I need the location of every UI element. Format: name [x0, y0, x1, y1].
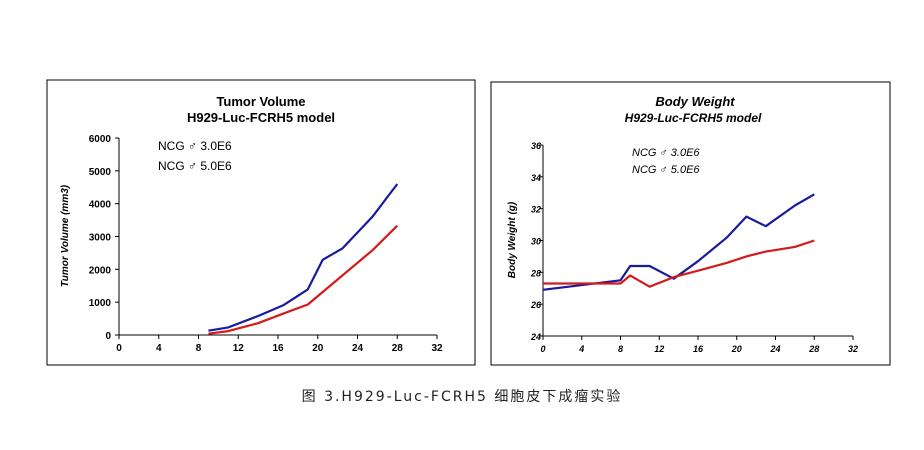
- plot-area: 0 4 8 12 16 20 24 28 32 0 1000 2000 3000 4000 5000 6000: [89, 134, 443, 354]
- legend-entry: NCG ♂ 3.0E6: [632, 147, 700, 159]
- y-tick-label: 28: [530, 268, 541, 278]
- x-tick-label: 28: [808, 344, 819, 354]
- chart-subtitle: H929-Luc-FCRH5 model: [625, 111, 762, 125]
- y-tick-label: 26: [530, 300, 542, 310]
- legend-entry: NCG ♂ 3.0E6: [158, 139, 232, 153]
- legend-entry: NCG ♂ 5.0E6: [632, 164, 700, 176]
- x-tick-label: 28: [392, 343, 404, 354]
- series-line-1: [208, 183, 399, 332]
- x-tick-label: 4: [156, 343, 162, 354]
- x-tick-label: 4: [578, 344, 584, 354]
- y-tick-label: 3000: [89, 233, 112, 244]
- series-line-2: [543, 239, 815, 288]
- y-tick-label: 30: [531, 237, 541, 247]
- x-tick-label: 20: [731, 344, 742, 354]
- series-line-1: [542, 193, 815, 291]
- plot-area: 0 4 8 12 16 20 24 28 32 24 26 28 30 32 34 36: [530, 141, 858, 354]
- y-tick-label: 1000: [89, 298, 112, 309]
- y-axis-label: Body Weight (g): [507, 201, 518, 278]
- chart-frame: [46, 79, 476, 366]
- x-tick-label: 32: [431, 343, 443, 354]
- legend-entry: NCG ♂ 5.0E6: [158, 159, 232, 173]
- x-tick-label: 16: [272, 343, 284, 354]
- x-tick-label: 24: [769, 344, 780, 354]
- figure-caption: 图 3.H929-Luc-FCRH5 细胞皮下成瘤实验: [301, 389, 623, 405]
- x-tick-label: 12: [654, 344, 664, 354]
- x-tick-label: 12: [233, 343, 245, 354]
- x-tick-label: 0: [540, 344, 545, 354]
- y-tick-label: 36: [531, 141, 542, 151]
- x-tick-label: 8: [196, 343, 202, 354]
- y-tick-label: 34: [531, 173, 541, 183]
- x-tick-label: 24: [352, 343, 364, 354]
- y-tick-label: 32: [531, 205, 541, 215]
- x-tick-label: 32: [848, 344, 858, 354]
- legend: NCG ♂ 3.0E6 NCG ♂ 5.0E6: [632, 147, 700, 176]
- y-tick-label: 24: [530, 332, 541, 342]
- x-tick-label: 20: [312, 343, 324, 354]
- y-tick-label: 5000: [89, 167, 112, 178]
- series-line-2: [208, 224, 399, 335]
- y-axis-label: Tumor Volume (mm3): [60, 184, 71, 287]
- chart-title: Body Weight: [655, 94, 735, 109]
- x-tick-label: 8: [618, 344, 623, 354]
- chart-title: Tumor Volume: [216, 94, 305, 109]
- y-tick-label: 4000: [89, 200, 112, 211]
- x-tick-label: 16: [693, 344, 704, 354]
- y-tick-label: 6000: [89, 134, 112, 145]
- chart-subtitle: H929-Luc-FCRH5 model: [187, 110, 335, 125]
- x-tick-label: 0: [116, 343, 122, 354]
- y-tick-label: 2000: [89, 265, 112, 276]
- legend: NCG ♂ 3.0E6 NCG ♂ 5.0E6: [158, 139, 232, 173]
- chart-frame: [490, 81, 891, 366]
- y-tick-label: 0: [105, 331, 111, 342]
